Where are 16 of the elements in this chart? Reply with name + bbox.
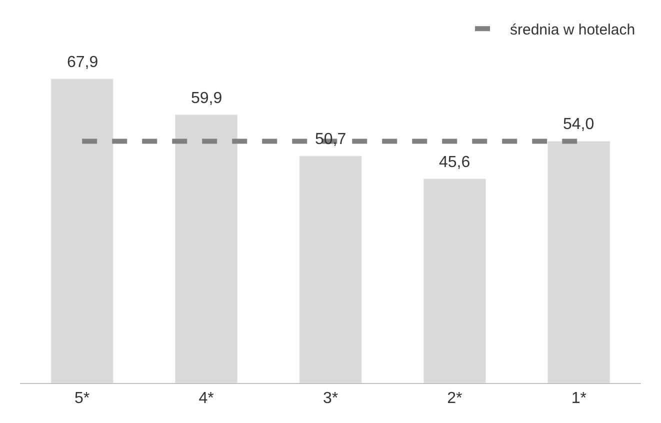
x-tick-label: 5*	[74, 390, 90, 408]
x-tick-label: 3*	[322, 390, 338, 408]
data-label: 59,9	[191, 90, 222, 107]
data-label: 45,6	[439, 154, 470, 171]
bar	[548, 140, 610, 383]
bar	[175, 114, 238, 383]
bar	[299, 156, 362, 383]
bar	[50, 78, 114, 383]
data-label: 54,0	[563, 116, 594, 133]
x-tick-label: 4*	[198, 390, 214, 408]
data-label: 67,9	[67, 54, 98, 71]
bar	[423, 178, 486, 383]
legend-label: średnia w hotelach	[510, 21, 636, 38]
x-tick-label: 2*	[447, 390, 462, 408]
data-label: 50,7	[315, 131, 346, 148]
x-tick-label: 1*	[571, 390, 586, 408]
